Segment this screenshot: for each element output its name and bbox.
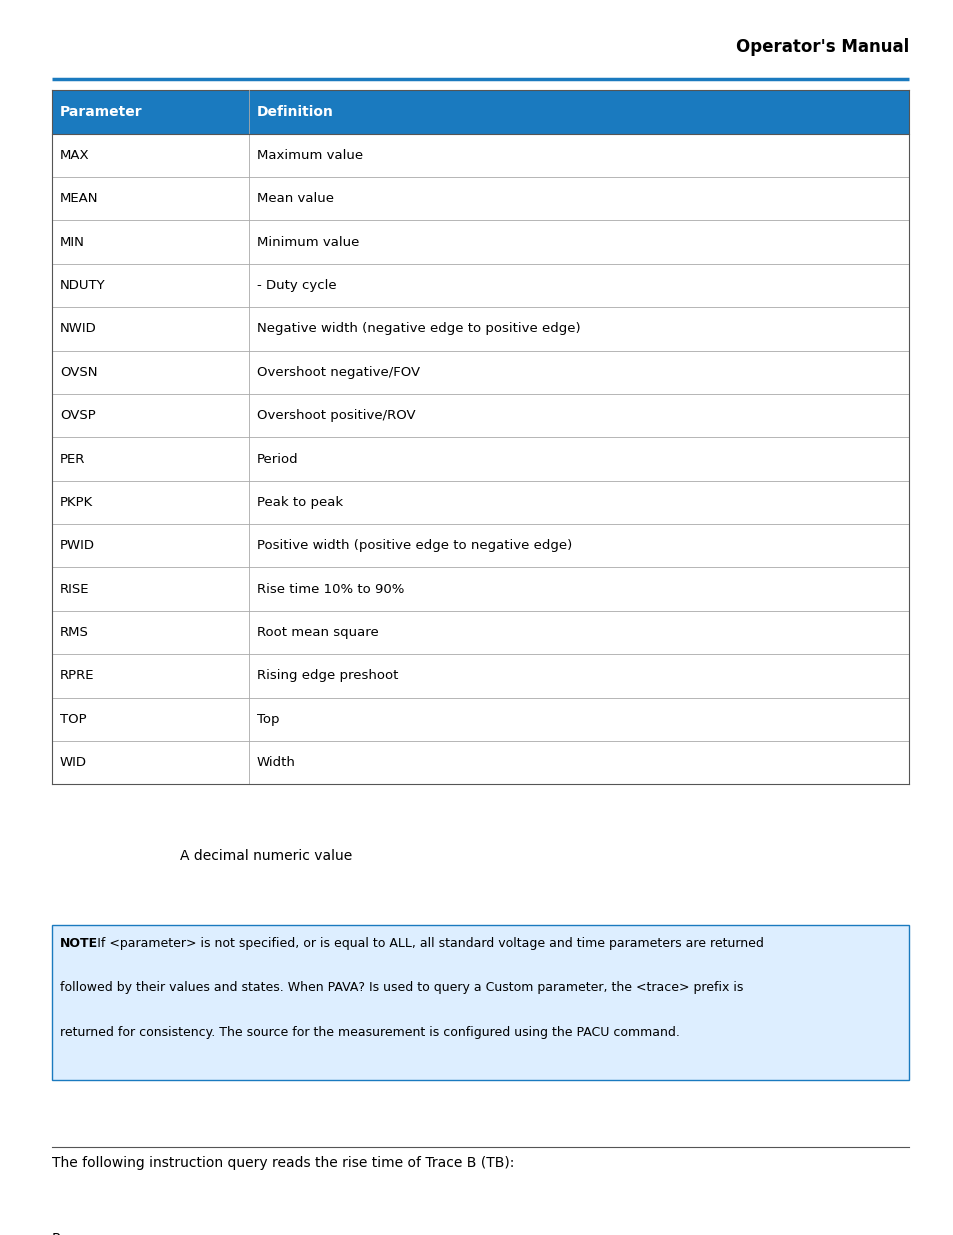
Text: Response message:: Response message: <box>52 1233 190 1235</box>
Text: PER: PER <box>60 452 85 466</box>
Text: Definition: Definition <box>256 105 334 119</box>
Text: Maximum value: Maximum value <box>256 149 363 162</box>
Text: NOTE: NOTE <box>60 937 98 950</box>
Text: Rising edge preshoot: Rising edge preshoot <box>256 669 397 683</box>
Text: PWID: PWID <box>60 540 94 552</box>
Text: OVSP: OVSP <box>60 409 95 422</box>
Text: Positive width (positive edge to negative edge): Positive width (positive edge to negativ… <box>256 540 572 552</box>
Text: Mean value: Mean value <box>256 193 334 205</box>
Text: Overshoot positive/ROV: Overshoot positive/ROV <box>256 409 416 422</box>
Text: OVSN: OVSN <box>60 366 97 379</box>
Text: Operator's Manual: Operator's Manual <box>735 37 908 56</box>
Text: TOP: TOP <box>60 713 87 726</box>
Text: RISE: RISE <box>60 583 90 595</box>
FancyBboxPatch shape <box>52 90 908 133</box>
Text: NDUTY: NDUTY <box>60 279 105 291</box>
Text: The following instruction query reads the rise time of Trace B (TB):: The following instruction query reads th… <box>52 1156 514 1170</box>
Text: Root mean square: Root mean square <box>256 626 378 638</box>
Text: Top: Top <box>256 713 279 726</box>
Text: RMS: RMS <box>60 626 89 638</box>
Text: Period: Period <box>256 452 298 466</box>
Text: PKPK: PKPK <box>60 496 93 509</box>
Text: RPRE: RPRE <box>60 669 94 683</box>
Text: A decimal numeric value: A decimal numeric value <box>180 848 353 863</box>
Text: Overshoot negative/FOV: Overshoot negative/FOV <box>256 366 419 379</box>
Text: MAX: MAX <box>60 149 90 162</box>
Text: Negative width (negative edge to positive edge): Negative width (negative edge to positiv… <box>256 322 579 336</box>
Text: Peak to peak: Peak to peak <box>256 496 343 509</box>
FancyBboxPatch shape <box>52 925 908 1079</box>
Text: WID: WID <box>60 756 87 769</box>
Text: Rise time 10% to 90%: Rise time 10% to 90% <box>256 583 404 595</box>
Text: Width: Width <box>256 756 295 769</box>
Text: followed by their values and states. When PAVA? Is used to query a Custom parame: followed by their values and states. Whe… <box>60 982 742 994</box>
Text: MIN: MIN <box>60 236 85 248</box>
Text: Parameter: Parameter <box>60 105 142 119</box>
Text: MEAN: MEAN <box>60 193 98 205</box>
Text: : If <parameter> is not specified, or is equal to ALL, all standard voltage and : : If <parameter> is not specified, or is… <box>90 937 763 950</box>
Text: returned for consistency. The source for the measurement is configured using the: returned for consistency. The source for… <box>60 1026 679 1039</box>
Text: - Duty cycle: - Duty cycle <box>256 279 336 291</box>
Text: Minimum value: Minimum value <box>256 236 359 248</box>
Text: NWID: NWID <box>60 322 96 336</box>
